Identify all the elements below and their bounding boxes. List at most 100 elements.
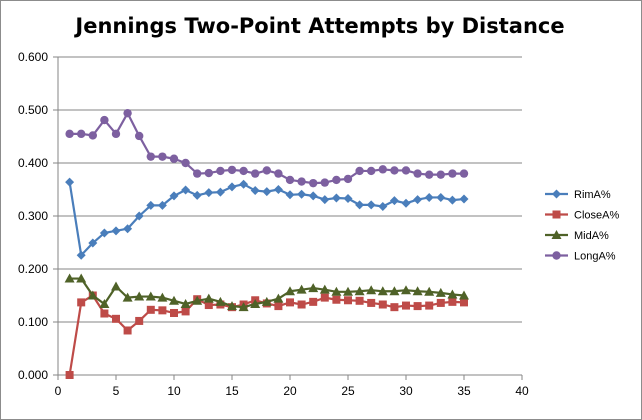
data-point <box>274 302 283 311</box>
data-point <box>123 108 132 118</box>
data-point <box>64 273 75 283</box>
data-point <box>389 196 399 206</box>
legend: RimA% CloseA% MidA% LongA% <box>545 189 619 263</box>
data-point <box>308 283 319 293</box>
legend-label: MidA% <box>574 230 609 242</box>
data-point <box>227 182 237 192</box>
data-point <box>88 131 98 140</box>
data-point <box>158 306 167 315</box>
data-point <box>262 187 272 197</box>
y-tick-label: 0.100 <box>18 315 48 329</box>
data-point <box>99 298 110 308</box>
x-tick-label: 40 <box>515 384 529 398</box>
data-point <box>378 165 387 174</box>
data-point <box>436 298 445 307</box>
gridlines <box>58 56 522 323</box>
data-point <box>192 190 202 200</box>
series-mida- <box>64 273 469 312</box>
data-point <box>355 200 365 210</box>
data-point <box>250 186 260 196</box>
data-point <box>320 293 329 302</box>
legend-item: MidA% <box>545 230 609 242</box>
data-point <box>111 226 121 236</box>
data-point <box>390 303 399 312</box>
data-point <box>65 177 75 187</box>
legend-item: CloseA% <box>545 210 619 222</box>
data-point <box>192 295 203 305</box>
data-point <box>319 284 330 294</box>
data-point <box>77 298 86 307</box>
data-point <box>447 195 457 205</box>
data-point <box>286 298 294 307</box>
legend-label: LongA% <box>574 251 616 263</box>
data-point <box>297 300 306 309</box>
data-point <box>367 166 376 176</box>
data-point <box>367 298 376 307</box>
x-tick-label: 20 <box>283 384 297 398</box>
x-tick-label: 25 <box>341 384 355 398</box>
data-point <box>215 296 226 306</box>
data-point <box>332 175 341 185</box>
data-point <box>134 211 144 221</box>
data-point <box>448 169 457 178</box>
data-point <box>181 185 191 195</box>
data-point <box>170 308 178 317</box>
data-point <box>308 191 318 201</box>
data-point <box>331 193 341 203</box>
data-point <box>135 131 144 141</box>
data-point <box>460 298 468 307</box>
data-point <box>261 296 272 306</box>
data-point <box>111 129 121 139</box>
data-point <box>413 195 423 205</box>
data-point <box>425 170 434 179</box>
data-point <box>181 307 190 316</box>
data-point <box>436 192 446 202</box>
x-tick-label: 0 <box>55 384 62 398</box>
series-longa- <box>65 108 469 188</box>
data-point <box>76 273 87 283</box>
data-point <box>88 238 98 248</box>
x-axis-ticks: 0 5 10 15 20 25 30 35 40 <box>55 384 529 398</box>
y-tick-label: 0.400 <box>18 156 48 170</box>
y-tick-label: 0.000 <box>18 368 48 382</box>
data-point <box>331 286 342 296</box>
legend-swatch-marker <box>552 251 561 260</box>
data-point <box>204 188 214 198</box>
data-point <box>377 286 388 296</box>
data-point <box>111 281 121 291</box>
y-tick-label: 0.600 <box>18 50 48 64</box>
data-point <box>181 158 190 168</box>
data-point <box>169 154 179 163</box>
x-tick-label: 35 <box>457 384 471 398</box>
legend-item: LongA% <box>545 251 616 263</box>
data-point <box>378 300 387 309</box>
x-tick-label: 15 <box>225 384 239 398</box>
data-point <box>424 286 435 296</box>
data-point <box>366 200 376 210</box>
data-point <box>99 228 109 238</box>
data-point <box>65 371 74 379</box>
data-point <box>239 166 248 176</box>
data-point <box>204 301 213 310</box>
data-point <box>216 166 225 176</box>
data-point <box>355 166 364 176</box>
data-point <box>262 166 271 175</box>
data-point <box>238 302 249 312</box>
data-point <box>354 286 365 296</box>
data-point <box>146 200 156 210</box>
data-point <box>157 200 167 210</box>
y-tick-label: 0.500 <box>18 103 48 117</box>
data-point <box>343 286 353 296</box>
data-point <box>146 305 155 314</box>
x-tick-label: 5 <box>113 384 120 398</box>
series-group <box>64 108 469 379</box>
data-point <box>413 169 422 178</box>
data-point <box>239 179 249 189</box>
data-point <box>412 286 423 296</box>
data-point <box>123 326 132 335</box>
data-point <box>227 301 237 311</box>
data-point <box>320 178 329 187</box>
data-point <box>203 293 214 303</box>
data-point <box>297 177 306 186</box>
